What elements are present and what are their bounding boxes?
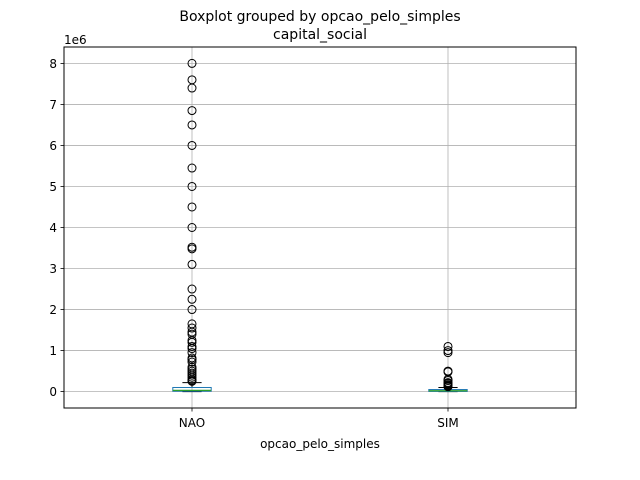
x-tick-label: SIM (437, 416, 459, 430)
outlier-point (187, 58, 197, 68)
y-tick-label: 1 (49, 344, 57, 358)
outlier-point (187, 223, 197, 232)
y-tick-label: 6 (49, 139, 57, 153)
outlier-point (187, 348, 197, 358)
outlier-point (187, 244, 197, 254)
y-tick-label: 0 (49, 385, 57, 399)
x-axis-label: opcao_pelo_simples (260, 437, 380, 451)
outlier-point (187, 357, 197, 367)
axes: 0 1 2 3 4 5 6 7 8 NAO SIM (49, 57, 458, 430)
outlier-point (187, 120, 197, 130)
outlier-point (187, 83, 197, 93)
y-offset-label: 1e6 (64, 33, 87, 47)
y-tick-label: 5 (49, 180, 57, 194)
y-tick-label: 8 (49, 57, 57, 71)
outlier-point (187, 181, 197, 191)
box-group-nao (172, 58, 212, 393)
iqr-box (172, 386, 212, 392)
outlier-point (187, 305, 197, 315)
y-tick-label: 2 (49, 303, 57, 317)
outlier-point (443, 341, 453, 351)
outlier-point (187, 294, 197, 304)
outlier-point (187, 259, 197, 269)
y-tick-label: 3 (49, 262, 57, 276)
y-tick-label: 7 (49, 98, 57, 112)
outlier-point (187, 284, 197, 294)
outlier-point (187, 337, 197, 347)
x-tick-label: NAO (179, 416, 205, 430)
chart-suptitle: Boxplot grouped by opcao_pelo_simples (179, 9, 460, 25)
chart-title: capital_social (273, 27, 367, 43)
outlier-point (187, 344, 197, 354)
outlier-point (187, 323, 197, 333)
box-group-sim (428, 341, 468, 393)
box-layer (172, 58, 468, 393)
outlier-point (187, 163, 197, 173)
y-tick-label: 4 (49, 221, 57, 235)
outlier-point (443, 367, 453, 377)
outlier-point (187, 140, 197, 150)
outlier-point (187, 202, 197, 212)
outlier-point (443, 382, 453, 392)
outlier-point (443, 348, 453, 358)
grid (64, 47, 576, 408)
outlier-point (187, 106, 197, 116)
outlier-point (187, 376, 197, 386)
outlier-point (187, 355, 197, 365)
